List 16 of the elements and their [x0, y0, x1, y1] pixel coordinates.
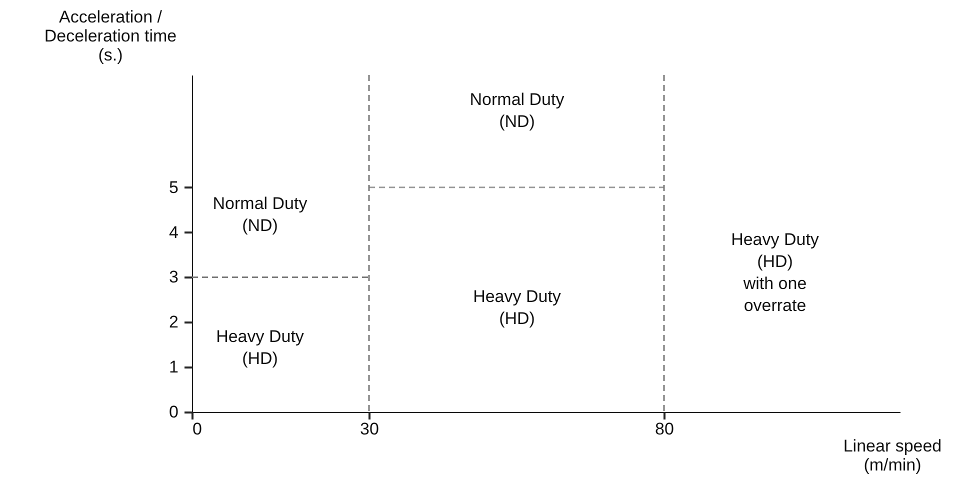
y-tick-label: 4: [169, 222, 178, 242]
x-axis-title: Linear speed (m/min): [843, 436, 942, 474]
x-tick-label: 0: [192, 420, 202, 438]
y-tick-label: 5: [169, 178, 178, 197]
annotation: Heavy Duty (HD): [473, 287, 562, 328]
y-tick-label: 2: [169, 312, 178, 332]
y-tick-label: 0: [169, 402, 178, 422]
y-tick-label: 1: [169, 358, 178, 377]
y-tick-label: 3: [169, 268, 178, 287]
annotation: Heavy Duty (HD): [216, 327, 304, 368]
y-axis-title: Acceleration / Deceleration time (s.): [44, 8, 177, 64]
annotation: Normal Duty (ND): [212, 194, 308, 235]
x-tick-label: 80: [655, 420, 674, 438]
x-tick-label: 30: [360, 420, 379, 438]
annotation: Heavy Duty (HD) with one overrate: [731, 230, 820, 315]
annotation: Normal Duty (ND): [470, 90, 565, 131]
